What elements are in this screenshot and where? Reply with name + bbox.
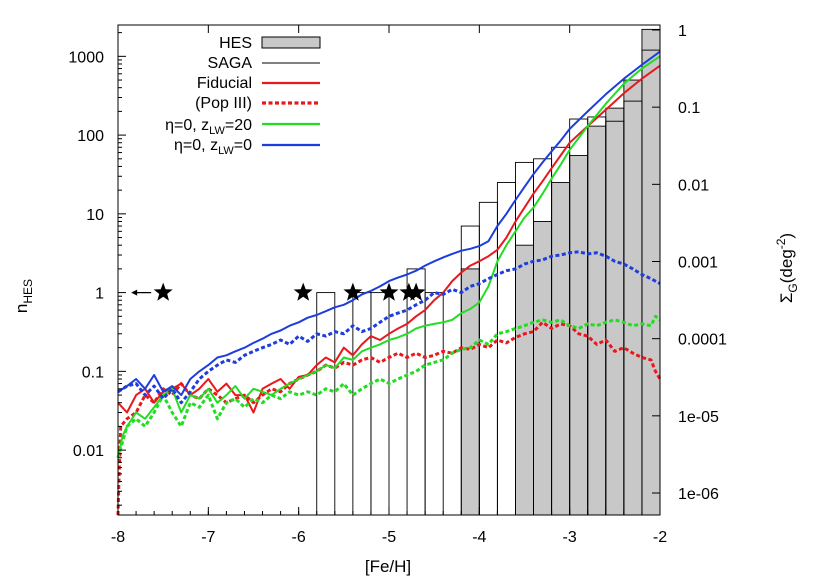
upper-limit-arrow-head: [131, 289, 138, 296]
axis-ticks: -8 -7 -6 -5 -4 -3 -2 0.01 0.1 1 10 100 1000 1e-06 1e-0…: [68, 23, 727, 546]
y2-tick-label: 1: [678, 23, 687, 40]
legend-label-eta0-zlw20-main: η=0, z: [165, 117, 209, 134]
hes-bar: [641, 28, 661, 516]
legend-label-pop3: (Pop III): [195, 95, 252, 112]
hes-histogram: [460, 28, 661, 516]
series-lines: [116, 50, 662, 516]
star-marker: [293, 282, 313, 301]
y-tick-label: 0.01: [73, 443, 104, 460]
y-tick-label: 1: [95, 286, 104, 303]
y-axis-label-main: n: [12, 304, 31, 313]
legend-label-saga: SAGA: [208, 55, 253, 72]
hes-bar: [460, 268, 480, 516]
y2-axis-label-sub: G: [786, 283, 800, 292]
y2-tick-label: 0.001: [678, 255, 718, 272]
hes-bar: [533, 221, 553, 516]
series-line-2: [117, 55, 661, 458]
legend-label-eta0-zlw20-suffix: =20: [225, 117, 252, 134]
y2-tick-label: 0.01: [678, 177, 709, 194]
hes-bar: [623, 79, 643, 516]
hes-bar: [587, 125, 607, 516]
series-line-0: [117, 64, 661, 414]
x-tick-label: -8: [111, 529, 125, 546]
legend: HES SAGA Fiducial (Pop III) η=0, zLW=20 …: [165, 35, 321, 157]
y2-tick-label: 1e-05: [678, 409, 719, 426]
y-axis-label: nHES: [12, 279, 35, 313]
legend-label-eta0-zlw20-sub: LW: [209, 125, 225, 137]
hes-bar: [515, 244, 534, 516]
y2-axis-label: ΣG(deg-2): [774, 233, 800, 303]
star-upper-limit-marker: [153, 282, 173, 301]
series-line-3: [116, 314, 661, 459]
y-tick-label: 100: [77, 128, 104, 145]
y2-axis-label-units-sup: -2: [774, 238, 788, 249]
x-tick-label: -6: [292, 529, 306, 546]
legend-label-eta0-zlw0: η=0, zLW=0: [174, 137, 252, 157]
star-marker: [379, 282, 399, 301]
y2-tick-label: 0.0001: [678, 332, 727, 349]
series-line-5: [117, 250, 661, 405]
y2-axis-label-units-close: ): [777, 233, 796, 239]
star-markers: [131, 282, 426, 301]
x-tick-label: -2: [653, 529, 667, 546]
y-tick-label: 10: [86, 207, 104, 224]
y-tick-label: 0.1: [82, 364, 104, 381]
y2-axis-label-units: (deg: [777, 249, 796, 283]
star-marker: [406, 282, 426, 301]
hes-bar: [551, 182, 571, 516]
star-marker: [399, 282, 419, 301]
x-tick-label: -5: [382, 529, 396, 546]
y-axis-label-sub: HES: [21, 279, 35, 304]
legend-label-eta0-zlw0-suffix: =0: [234, 137, 252, 154]
legend-label-eta0-zlw20: η=0, zLW=20: [165, 117, 252, 137]
legend-label-fiducial: Fiducial: [197, 75, 252, 92]
y2-tick-label: 1e-06: [678, 486, 719, 503]
y-tick-label: 1000: [68, 49, 104, 66]
y2-axis-label-main: Σ: [777, 293, 796, 304]
hes-bar: [605, 107, 625, 516]
legend-swatch-hes: [261, 36, 321, 49]
star-marker: [343, 282, 363, 301]
saga-bar: [352, 292, 372, 516]
saga-bar: [316, 292, 336, 516]
saga-bar: [496, 182, 516, 516]
x-tick-label: -4: [472, 529, 486, 546]
series-line-4: [117, 50, 661, 397]
x-axis-label: [Fe/H]: [365, 557, 411, 576]
saga-bar: [478, 201, 498, 516]
legend-label-eta0-zlw0-main: η=0, z: [174, 137, 218, 154]
legend-label-eta0-zlw0-sub: LW: [218, 145, 234, 157]
legend-label-hes: HES: [219, 35, 252, 52]
x-tick-label: -3: [563, 529, 577, 546]
y2-tick-label: 0.1: [678, 100, 700, 117]
x-tick-label: -7: [201, 529, 215, 546]
